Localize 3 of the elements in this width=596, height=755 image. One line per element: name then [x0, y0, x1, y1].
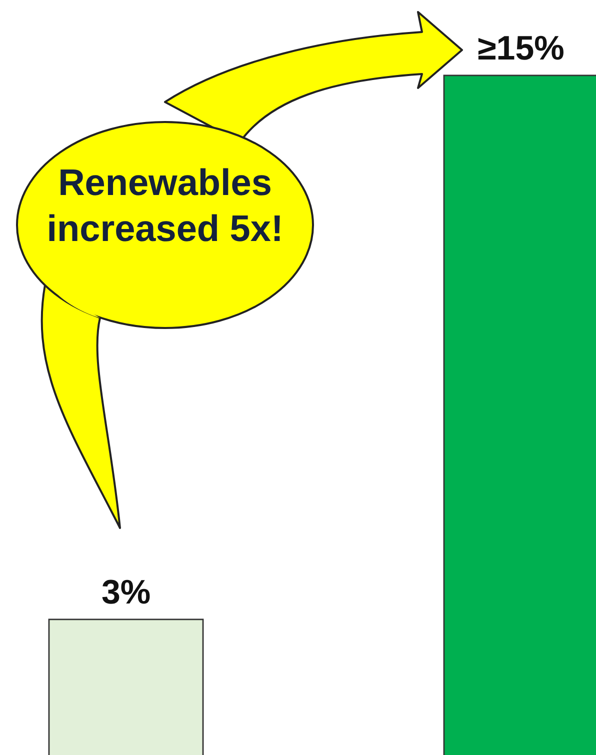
- data-label: 3%: [101, 573, 151, 612]
- data-label: ≥15%: [478, 29, 564, 68]
- annotation: Renewables increased 5x!: [46, 161, 284, 251]
